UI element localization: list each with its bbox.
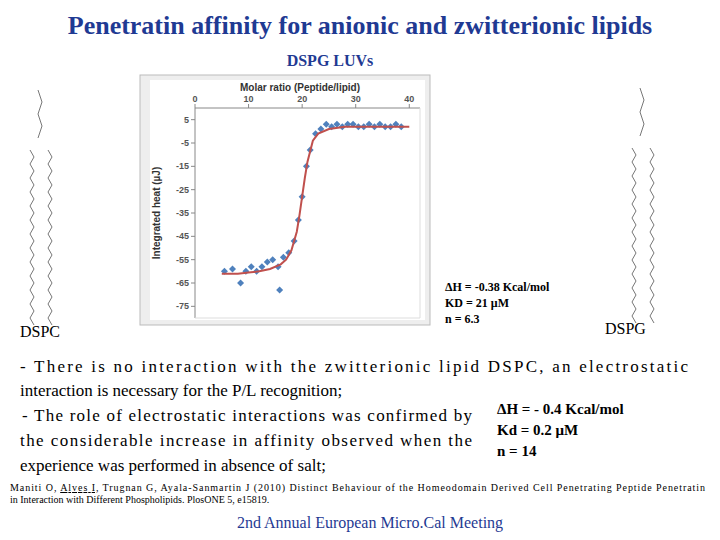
lipid-structure (632, 88, 654, 323)
reference: Maniti O, Alves I, Trugnan G, Ayala-Sanm… (10, 482, 705, 494)
x-tick-label: 40 (404, 94, 414, 104)
y-tick-label: -25 (176, 185, 189, 195)
annotation: ΔH = -0.38 Kcal/mol (445, 280, 550, 294)
x-tick-label: 30 (351, 94, 361, 104)
result-text: ΔH = - 0.4 Kcal/mol (497, 401, 624, 417)
reference-part: Maniti O, (10, 482, 59, 493)
y-tick (191, 119, 195, 120)
y-tick (191, 236, 195, 237)
y-tick-label: -65 (176, 278, 189, 288)
y-tick-label: -5 (181, 138, 189, 148)
y-tick (191, 283, 195, 284)
x-tick-label: 10 (244, 94, 254, 104)
fit-line (222, 127, 410, 274)
y-tick-label: -45 (176, 231, 189, 241)
plot-frame (420, 108, 421, 318)
x-tick (195, 104, 196, 108)
data-point (229, 266, 236, 273)
bullet-text: - The role of electrostatic interactions… (22, 406, 472, 425)
y-tick (191, 166, 195, 167)
plot-frame (195, 318, 420, 319)
result-text: Kd = 0.2 μM (497, 422, 578, 438)
y-tick-label: -35 (176, 208, 189, 218)
reference-part: , Trugnan G, Ayala-Sanmartin J (2010) Di… (96, 482, 705, 494)
x-axis-title: Molar ratio (Peptide/lipid) (240, 82, 360, 93)
lipid-label: DSPC (20, 323, 60, 340)
acyl-chain (48, 150, 52, 325)
y-tick-label: -15 (176, 161, 189, 171)
bullet-text: experience was performed in absence of s… (20, 456, 326, 475)
acyl-chain (30, 150, 34, 325)
x-tick-label: 0 (192, 94, 197, 104)
slide-title: Penetratin affinity for anionic and zwit… (68, 11, 653, 40)
y-tick-label: 5 (184, 115, 189, 125)
bullet-text: interaction is necessary for the P/L rec… (20, 381, 342, 400)
y-tick (191, 259, 195, 260)
data-point (276, 287, 283, 294)
data-point (269, 256, 276, 263)
data-point (248, 263, 255, 270)
bullet-text: - There is no interaction with the zwitt… (20, 357, 688, 376)
chart-background (140, 75, 430, 325)
acyl-chain (650, 148, 654, 323)
result-text: n = 14 (497, 443, 537, 459)
footer: 2nd Annual European Micro.Cal Meeting (237, 514, 503, 532)
lipid-label: DSPG (605, 320, 646, 337)
y-axis-title: Integrated heat (µJ) (151, 167, 162, 259)
y-tick-label: -55 (176, 255, 189, 265)
headgroup (38, 90, 42, 138)
data-point (237, 280, 244, 287)
reference-part: in Interaction with Different Phospholip… (10, 494, 269, 505)
y-tick (191, 143, 195, 144)
y-tick (191, 306, 195, 307)
annotation: KD = 21 μM (445, 296, 509, 310)
x-tick-label: 20 (297, 94, 307, 104)
plot-background (150, 80, 425, 320)
data-point (258, 263, 265, 270)
x-axis (195, 108, 420, 109)
x-tick (409, 104, 410, 108)
reference-part: Alves I (60, 482, 95, 493)
acyl-chain (632, 148, 636, 323)
slide: Penetratin affinity for anionic and zwit… (0, 0, 720, 540)
y-tick (191, 189, 195, 190)
bullet-text: the considerable increase in affinity ob… (20, 431, 472, 450)
chart-heading: DSPG LUVs (287, 52, 374, 69)
headgroup (640, 88, 644, 136)
y-tick (191, 213, 195, 214)
y-tick-label: -75 (176, 301, 189, 311)
x-tick (248, 104, 249, 108)
x-tick (302, 104, 303, 108)
lipid-structure (30, 90, 52, 325)
annotation: n = 6.3 (445, 312, 480, 326)
x-tick (355, 104, 356, 108)
reference: in Interaction with Different Phospholip… (10, 494, 269, 505)
data-group (221, 121, 409, 294)
